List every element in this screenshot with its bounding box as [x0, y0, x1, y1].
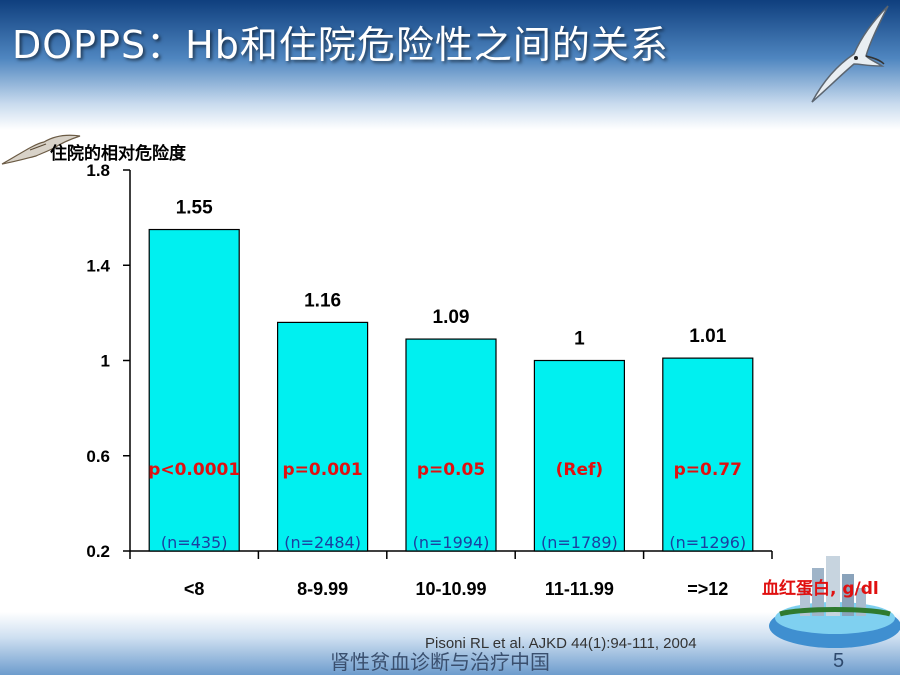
seagull-icon [811, 5, 889, 103]
y-tick-label: 1.8 [86, 161, 110, 180]
p-value-label: p=0.001 [283, 460, 363, 480]
footer-text: 肾性贫血诊断与治疗中国 [330, 650, 550, 674]
y-tick-label: 0.2 [86, 542, 110, 561]
data-label: 1.01 [689, 326, 726, 347]
y-tick-label: 1.4 [86, 256, 110, 275]
bar [533, 359, 626, 552]
x-tick-label: 8-9.99 [297, 579, 348, 599]
p-value-label: p=0.77 [674, 460, 742, 480]
y-tick-label: 1 [101, 352, 110, 371]
data-label: 1 [574, 329, 585, 350]
x-tick-label: 10-10.99 [415, 579, 486, 599]
n-label: (n=2484) [284, 533, 361, 552]
globe-city-icon [769, 556, 900, 648]
p-value-label: p=0.05 [417, 460, 485, 480]
slide-title: DOPPS：Hb和住院危险性之间的关系 [12, 23, 669, 67]
n-label: (n=1296) [669, 533, 746, 552]
n-label: (n=435) [161, 533, 228, 552]
page-number: 5 [833, 650, 845, 672]
citation: Pisoni RL et al. AJKD 44(1):94-111, 2004 [425, 635, 697, 652]
p-value-label: p<0.0001 [148, 460, 240, 480]
x-tick-label: <8 [184, 579, 205, 599]
x-tick-label: 11-11.99 [545, 579, 614, 599]
data-label: 1.09 [433, 307, 470, 328]
n-label: (n=1994) [413, 533, 490, 552]
bar [662, 357, 754, 552]
footer-band [0, 612, 900, 675]
bar [405, 338, 497, 552]
seagull-icon [1, 134, 81, 165]
y-tick-label: 0.6 [86, 447, 110, 466]
p-value-label: (Ref) [556, 460, 604, 480]
bar [277, 321, 369, 552]
x-axis-title: 血红蛋白, g/dl [762, 579, 879, 599]
data-label: 1.55 [176, 198, 213, 219]
n-label: (n=1789) [541, 533, 618, 552]
title-band [0, 0, 900, 130]
data-label: 1.16 [304, 290, 341, 311]
y-axis-title: 住院的相对危险度 [50, 144, 186, 164]
bar [148, 228, 240, 552]
x-tick-label: =>12 [687, 579, 728, 599]
